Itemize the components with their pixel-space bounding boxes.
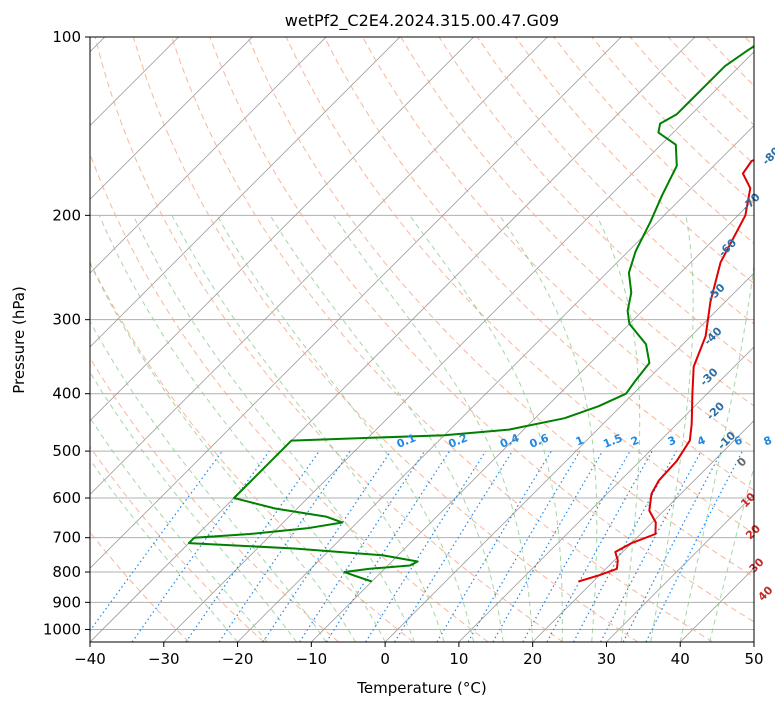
x-tick-label: −30 (148, 650, 180, 668)
moist-adiabat-line (269, 215, 504, 642)
x-tick-label: 0 (380, 650, 390, 668)
dry-adiabat-line (171, 37, 713, 642)
dry-adiabat-line (247, 37, 754, 578)
mixing-ratio-line (365, 450, 487, 642)
mixing-ratio-label: 3 (666, 434, 678, 449)
isotherm-line (606, 493, 754, 642)
x-tick-label: 10 (449, 650, 468, 668)
moist-adiabat-line (90, 320, 327, 642)
dry-adiabat-line (285, 37, 754, 535)
moist-adiabat-line (499, 215, 598, 642)
isotherm-line (532, 420, 754, 642)
temperature-profile-line (578, 159, 754, 583)
isotherm-line (90, 37, 548, 496)
y-tick-label: 400 (52, 385, 81, 403)
dry-adiabat-line (476, 37, 754, 325)
dry-adiabat-line (90, 260, 414, 642)
dry-adiabat-line (438, 37, 754, 366)
isotherm-line (90, 37, 327, 274)
y-tick-label: 900 (52, 593, 81, 611)
moist-adiabat-line (679, 261, 754, 642)
x-tick-label: 40 (671, 650, 690, 668)
x-tick-label: 20 (523, 650, 542, 668)
dry-adiabat-line (132, 37, 639, 642)
mixing-ratio-line (131, 450, 270, 642)
chart-title: wetPf2_C2E4.2024.315.00.47.G09 (285, 11, 559, 31)
mixing-ratio-line (467, 450, 581, 642)
moist-adiabat-line (90, 371, 297, 642)
moist-adiabat-line (171, 215, 445, 642)
dry-adiabat-line (94, 37, 564, 642)
dry-adiabat-line (323, 37, 754, 491)
mixing-ratio-label: 1 (574, 434, 586, 449)
moist-adiabat-line (409, 215, 563, 642)
y-axis-label: Pressure (hPa) (10, 286, 28, 394)
isotherm-line (90, 37, 253, 200)
moist-adiabat-line (596, 215, 641, 642)
dry-adiabat-line (90, 446, 265, 642)
axes: −40 −30 −20 −10 0 10 20 30 40 50 100 200 300 400 500 60… (43, 28, 764, 668)
mixing-ratio-line (394, 450, 513, 642)
mixing-ratio-line (325, 450, 450, 642)
y-tick-label: 700 (52, 529, 81, 547)
x-tick-label: 50 (744, 650, 763, 668)
moist-adiabat-line (132, 215, 416, 642)
dewpoint-profile-line (187, 45, 754, 583)
x-tick-label: 30 (597, 650, 616, 668)
isotherm-line (384, 272, 754, 642)
moist-adiabat-line (333, 215, 534, 642)
isotherm-line (90, 37, 401, 348)
mixing-ratio-line (262, 450, 392, 642)
mixing-ratio-line (185, 450, 320, 642)
y-tick-label: 300 (52, 311, 81, 329)
isotherm-line (237, 124, 754, 642)
y-tick-label: 800 (52, 563, 81, 581)
isotherm-line (163, 51, 754, 642)
mixing-ratio-line (436, 450, 552, 642)
x-axis-label: Temperature (°C) (356, 679, 486, 697)
mixing-ratio-label: 2 (629, 434, 641, 449)
y-tick-label: 600 (52, 489, 81, 507)
x-tick-label: −20 (222, 650, 254, 668)
y-tick-label: 100 (52, 28, 81, 46)
moist-adiabat-line (90, 416, 268, 642)
moist-adiabat-line (650, 215, 694, 642)
moist-adiabat-line (216, 215, 475, 642)
mixing-ratio-line (218, 450, 351, 642)
y-tick-label: 1000 (43, 620, 81, 638)
isotherm-line (458, 346, 754, 642)
x-tick-label: −40 (74, 650, 106, 668)
isotherm-line (90, 37, 474, 422)
y-tick-label: 200 (52, 206, 81, 224)
moist-adiabat-line (90, 458, 238, 642)
x-tick-label: −10 (296, 650, 328, 668)
plot-frame (89, 36, 755, 643)
profile-lines (187, 45, 754, 583)
mixing-ratio-label: 8 (762, 434, 774, 449)
dry-adiabat-line (209, 37, 754, 623)
dry-adiabat-line (515, 37, 754, 285)
moist-adiabat-line (709, 465, 754, 642)
isotherm-line (90, 37, 622, 569)
moist-adiabat-line (90, 262, 357, 642)
y-tick-label: 500 (52, 442, 81, 460)
mixing-ratio-line (299, 450, 426, 642)
